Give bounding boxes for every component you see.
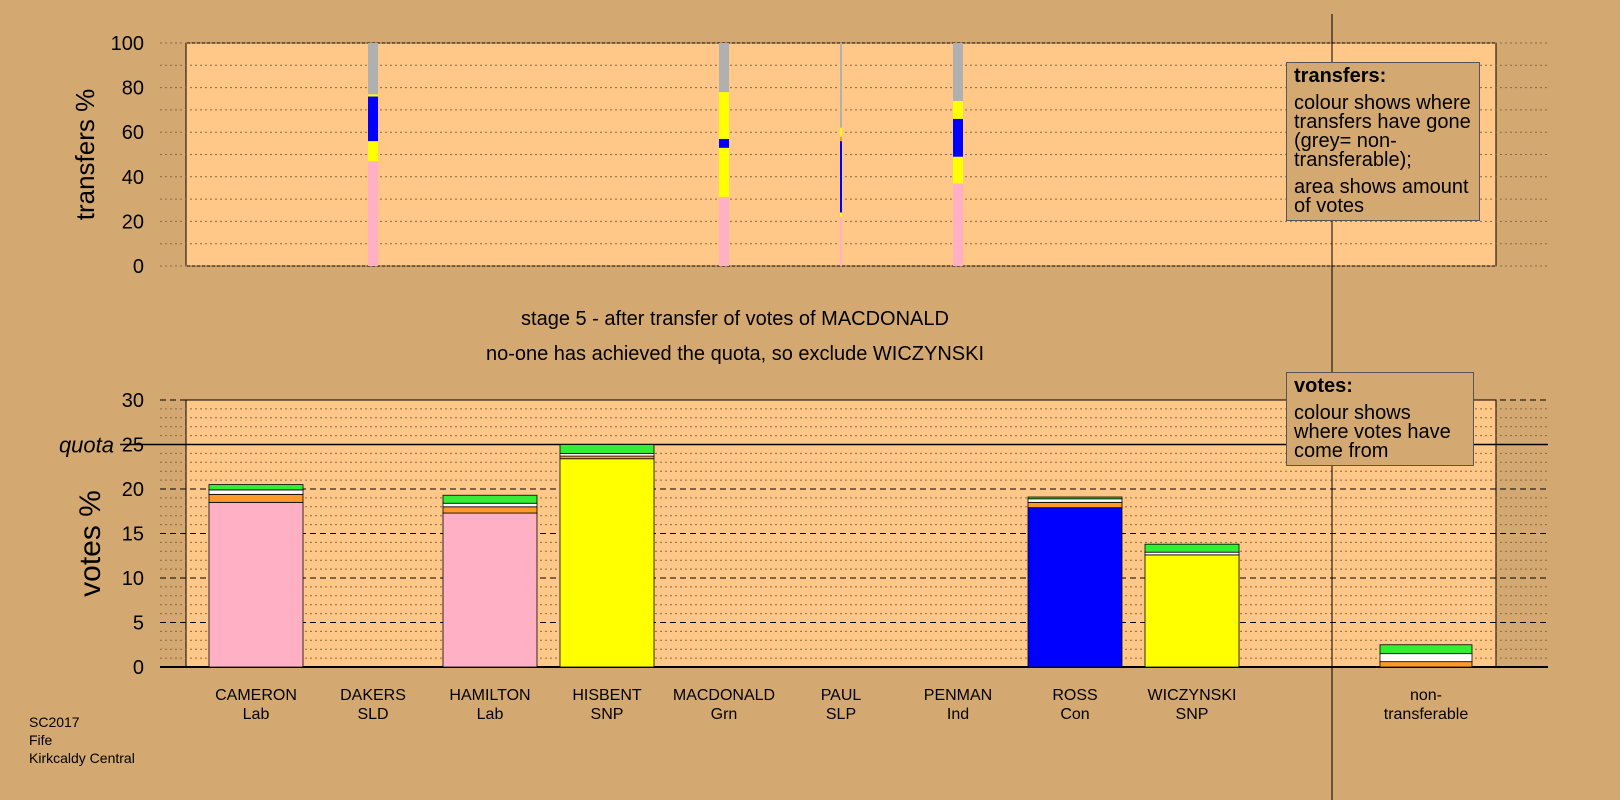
- vote-segment-ross-sld: [1027, 501, 1123, 509]
- votes-y-axis-label: votes %: [74, 490, 107, 597]
- vote-segment-wiczynski-snp: [1144, 554, 1240, 668]
- transfer-segment-macdonald-nontransferable: [719, 43, 729, 93]
- candidate-name-label: MACDONALD: [673, 687, 775, 704]
- candidate-party-label: Grn: [711, 706, 738, 723]
- transfers-legend-line2: area shows amount of votes: [1294, 176, 1469, 217]
- candidate-party-label: Lab: [243, 706, 270, 723]
- transfer-segment-penman-lab: [953, 183, 963, 266]
- transfers-legend-title: transfers:: [1294, 65, 1387, 87]
- vote-segment-non-transferable-grn: [1379, 644, 1473, 655]
- votes-y-tick: 10: [122, 568, 144, 590]
- vote-segment-ross-con: [1027, 507, 1123, 668]
- stage-title: stage 5 - after transfer of votes of MAC…: [521, 308, 949, 330]
- council-name: Fife: [29, 732, 53, 748]
- candidate-name-label: DAKERS: [340, 687, 406, 704]
- transfers-y-tick: 20: [122, 211, 144, 233]
- transfer-segment-paul-snp: [840, 212, 842, 217]
- transfers-y-tick: 80: [122, 78, 144, 100]
- transfer-segment-macdonald-snp: [719, 147, 729, 197]
- vote-segment-wiczynski-slp: [1144, 551, 1240, 556]
- vote-segment-hamilton-sld: [442, 506, 538, 514]
- transfer-segment-macdonald-con: [719, 138, 729, 148]
- candidate-name-label: WICZYNSKI: [1148, 687, 1237, 704]
- transfer-segment-dakers-snp: [368, 94, 378, 97]
- transfer-segment-paul-nontransferable: [840, 43, 842, 128]
- transfer-segment-penman-nontransferable: [953, 43, 963, 101]
- vote-segment-hisbent-snp: [559, 458, 655, 668]
- transfer-segment-paul-snp: [840, 127, 842, 137]
- candidate-party-label: SLD: [357, 706, 388, 723]
- transfer-segment-penman-snp: [953, 100, 963, 119]
- transfer-segment-macdonald-lab: [719, 196, 729, 266]
- election-info: SC2017 Fife Kirkcaldy Central: [29, 713, 135, 767]
- candidate-party-label: Con: [1060, 706, 1089, 723]
- votes-y-tick: 15: [122, 524, 144, 546]
- transfer-segment-dakers-lab: [368, 161, 378, 266]
- transfer-segment-paul-sld: [840, 136, 842, 142]
- vote-segment-hamilton-grn: [442, 494, 538, 504]
- transfers-legend: transfers: colour shows where transfers …: [1286, 62, 1480, 221]
- transfer-segment-penman-con: [953, 118, 963, 157]
- vote-segment-ross-slp: [1027, 498, 1123, 503]
- candidate-party-label: SNP: [591, 706, 624, 723]
- transfers-y-tick: 60: [122, 122, 144, 144]
- quota-label: quota: [59, 433, 114, 458]
- vote-segment-non-transferable-sld: [1379, 661, 1473, 668]
- candidate-name-label: HAMILTON: [449, 687, 530, 704]
- candidate-party-label: SLP: [826, 706, 856, 723]
- transfer-segment-paul-con: [840, 141, 842, 213]
- vote-segment-wiczynski-grn: [1144, 543, 1240, 553]
- candidate-party-label: Lab: [477, 706, 504, 723]
- vote-segment-cameron-sld: [208, 493, 304, 503]
- transfers-y-tick: 100: [111, 33, 144, 55]
- election-name: SC2017: [29, 714, 80, 730]
- vote-segment-cameron-grn: [208, 484, 304, 491]
- transfer-segment-dakers-snp: [368, 141, 378, 162]
- candidate-name-label: CAMERON: [215, 687, 297, 704]
- votes-legend-line1: colour shows where votes have come from: [1294, 402, 1451, 462]
- transfer-segment-dakers-con: [368, 96, 378, 142]
- vote-segment-cameron-lab: [208, 501, 304, 668]
- votes-y-tick: 0: [133, 657, 144, 679]
- candidate-party-label: SNP: [1176, 706, 1209, 723]
- votes-y-tick: 25: [122, 435, 144, 457]
- vote-segment-hamilton-lab: [442, 512, 538, 668]
- vote-segment-non-transferable-slp: [1379, 653, 1473, 663]
- transfers-y-tick: 0: [133, 256, 144, 278]
- vote-segment-hisbent-grn: [559, 444, 655, 454]
- candidate-name-label: PENMAN: [924, 687, 992, 704]
- transfer-segment-paul-lab: [840, 216, 842, 266]
- candidate-name-label: PAUL: [821, 687, 862, 704]
- votes-legend-title: votes:: [1294, 375, 1353, 397]
- transfers-y-axis-label: transfers %: [70, 89, 100, 221]
- votes-y-tick: 20: [122, 479, 144, 501]
- vote-segment-hisbent-sld: [559, 455, 655, 460]
- transfer-segment-macdonald-snp: [719, 92, 729, 139]
- candidate-name-label: HISBENT: [572, 687, 642, 704]
- transfer-segment-dakers-nontransferable: [368, 43, 378, 95]
- nontransferable-label-line1: non-: [1410, 687, 1442, 704]
- vote-segment-hamilton-slp: [442, 502, 538, 508]
- vote-segment-cameron-slp: [208, 489, 304, 495]
- ward-name: Kirkcaldy Central: [29, 750, 135, 766]
- votes-y-tick: 5: [133, 613, 144, 635]
- candidate-party-label: Ind: [947, 706, 969, 723]
- nontransferable-label-line2: transferable: [1384, 706, 1469, 723]
- transfers-legend-line1: colour shows where transfers have gone (…: [1294, 92, 1471, 171]
- transfers-y-tick: 40: [122, 167, 144, 189]
- transfer-segment-penman-snp: [953, 156, 963, 184]
- vote-segment-ross-grn: [1027, 496, 1123, 500]
- stage-subtitle: no-one has achieved the quota, so exclud…: [486, 343, 984, 365]
- vote-segment-hisbent-slp: [559, 452, 655, 457]
- votes-y-tick: 30: [122, 390, 144, 412]
- candidate-name-label: ROSS: [1052, 687, 1097, 704]
- votes-legend: votes: colour shows where votes have com…: [1286, 372, 1474, 466]
